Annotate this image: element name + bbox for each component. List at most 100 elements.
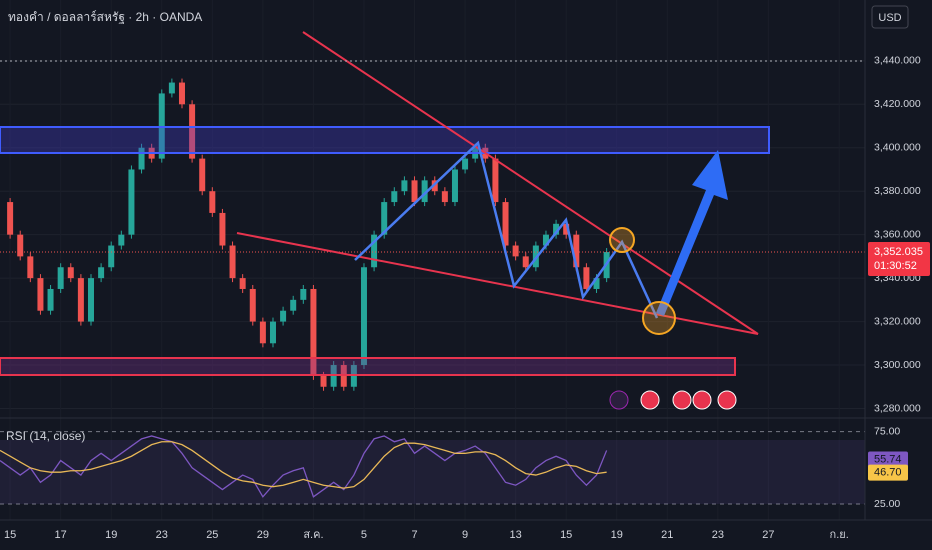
candle <box>593 278 600 289</box>
y-tick-label: 3,280.000 <box>874 402 921 414</box>
trend-line <box>236 232 759 335</box>
candle <box>502 202 509 246</box>
candle <box>37 278 44 311</box>
event-icon[interactable] <box>640 390 660 410</box>
last-price-tag <box>868 241 930 276</box>
candle <box>421 180 428 203</box>
candle <box>47 288 54 311</box>
x-tick-label: 19 <box>611 529 623 541</box>
x-tick-label: 13 <box>510 529 522 541</box>
candle <box>98 267 105 279</box>
x-tick-label: 15 <box>4 529 16 541</box>
x-tick-label: 19 <box>105 529 117 541</box>
candle <box>118 234 125 246</box>
rsi-line <box>0 441 607 489</box>
candle <box>542 234 549 246</box>
candle <box>199 158 206 192</box>
y-tick-label: 25.00 <box>874 498 900 510</box>
x-tick-label: 23 <box>712 529 724 541</box>
y-tick-label: 3,440.000 <box>874 55 921 67</box>
last-price-label: 3,352.035 <box>874 246 923 258</box>
x-tick-label: 21 <box>661 529 673 541</box>
candle <box>239 278 246 289</box>
currency[interactable]: USD <box>878 12 901 24</box>
event-icon[interactable] <box>692 390 712 410</box>
rsi-band <box>0 440 865 504</box>
candle <box>229 245 236 279</box>
x-tick-label: 29 <box>257 529 269 541</box>
plot <box>0 60 865 505</box>
y-tick-label: 3,380.000 <box>874 185 921 197</box>
x-tick-label: 5 <box>361 529 367 541</box>
y-tick-label: 3,400.000 <box>874 142 921 154</box>
candle <box>7 202 14 235</box>
x-tick-label: 23 <box>156 529 168 541</box>
chart-title: ทองคำ / ดอลลาร์สหรัฐ · 2h · OANDA <box>8 10 202 24</box>
candle <box>280 310 287 322</box>
candle <box>360 267 367 366</box>
candle <box>27 256 34 279</box>
candle <box>219 212 226 246</box>
candle <box>57 267 64 289</box>
candle <box>189 104 196 159</box>
x-tick-label: ส.ค. <box>303 529 323 541</box>
candle <box>108 245 115 268</box>
candle <box>512 245 519 257</box>
candle <box>573 234 580 268</box>
event-icon[interactable] <box>672 390 692 410</box>
x-tick-label: 27 <box>762 529 774 541</box>
value-tag-label: 46.70 <box>874 467 902 479</box>
currency-button[interactable] <box>871 5 909 29</box>
countdown: 01:30:52 <box>874 260 917 272</box>
circle-marker <box>609 227 635 253</box>
candle <box>401 180 408 192</box>
circle-marker <box>642 301 676 335</box>
candle <box>441 191 448 203</box>
candle <box>492 158 499 203</box>
candle <box>259 321 266 344</box>
y-tick-label: 3,320.000 <box>874 315 921 327</box>
candle <box>451 169 458 203</box>
x-tick-label: 25 <box>206 529 218 541</box>
candle <box>371 234 378 268</box>
arrow <box>656 150 728 316</box>
event-icon[interactable] <box>717 390 737 410</box>
x-tick-label: 7 <box>411 529 417 541</box>
candle <box>583 267 590 289</box>
candle <box>462 158 469 170</box>
candle <box>411 180 418 203</box>
support-zone <box>0 357 736 376</box>
candle <box>249 288 256 322</box>
candle <box>310 288 317 376</box>
drawings <box>0 31 865 410</box>
x-tick-label: 15 <box>560 529 572 541</box>
candle <box>300 288 307 300</box>
x-tick-label: 9 <box>462 529 468 541</box>
resistance-zone <box>0 126 770 154</box>
candle <box>87 278 94 322</box>
rsi-title: RSI (14, close) <box>6 429 85 443</box>
candle <box>67 267 74 279</box>
candle <box>138 147 145 170</box>
zigzag <box>354 140 659 319</box>
candle <box>269 321 276 344</box>
y-tick-label: 3,360.000 <box>874 228 921 240</box>
event-icon[interactable] <box>609 390 629 410</box>
trend-line <box>302 31 759 335</box>
candle <box>77 278 84 322</box>
candle <box>17 234 24 257</box>
candle <box>209 191 216 213</box>
y-tick-label: 75.00 <box>874 425 900 437</box>
candle <box>320 375 327 387</box>
rsi-line <box>0 435 608 498</box>
x-tick-label: ก.ย. <box>830 529 849 541</box>
candle <box>381 202 388 235</box>
candle <box>391 191 398 203</box>
candle <box>178 82 185 105</box>
candle <box>128 169 135 235</box>
value-tag <box>868 451 908 468</box>
x-tick-label: 17 <box>55 529 67 541</box>
